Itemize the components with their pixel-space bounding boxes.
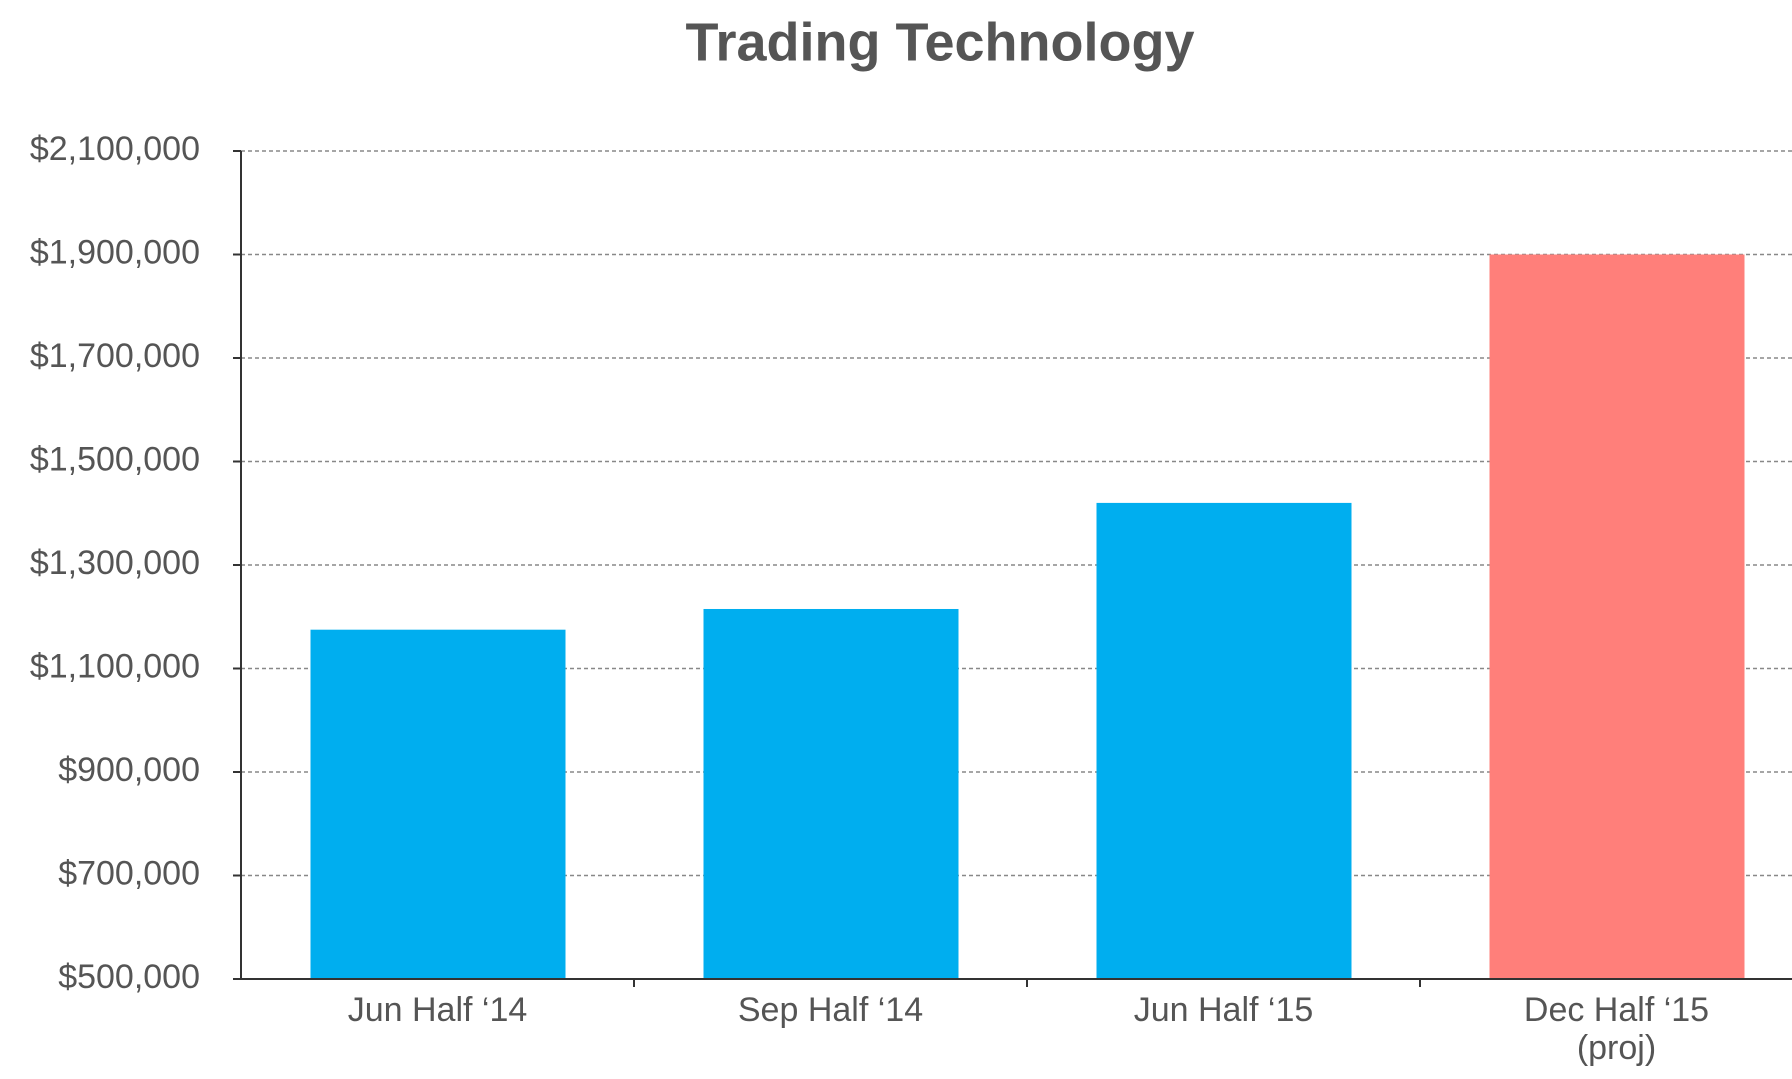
y-tick-label: $2,100,000 bbox=[30, 130, 200, 168]
y-tick-label: $900,000 bbox=[58, 751, 200, 789]
x-tick-label: Jun Half ‘15 bbox=[1133, 991, 1314, 1029]
x-tick-label: Jun Half ‘14 bbox=[347, 991, 528, 1029]
y-tick-label: $700,000 bbox=[58, 854, 200, 892]
bar bbox=[310, 629, 566, 979]
y-tick-label: $1,700,000 bbox=[30, 337, 200, 375]
bar bbox=[703, 608, 959, 979]
y-tick-label: $1,500,000 bbox=[30, 440, 200, 478]
y-tick-label: $1,100,000 bbox=[30, 647, 200, 685]
y-tick-label: $500,000 bbox=[58, 958, 200, 996]
y-tick-label: $1,300,000 bbox=[30, 544, 200, 582]
x-tick-label: Sep Half ‘14 bbox=[737, 991, 924, 1029]
bar bbox=[1096, 502, 1352, 979]
x-tick-label: Dec Half ‘15 (proj) bbox=[1523, 991, 1710, 1067]
chart-title: Trading Technology bbox=[685, 12, 1194, 72]
bar bbox=[1489, 254, 1745, 979]
y-tick-label: $1,900,000 bbox=[30, 233, 200, 271]
